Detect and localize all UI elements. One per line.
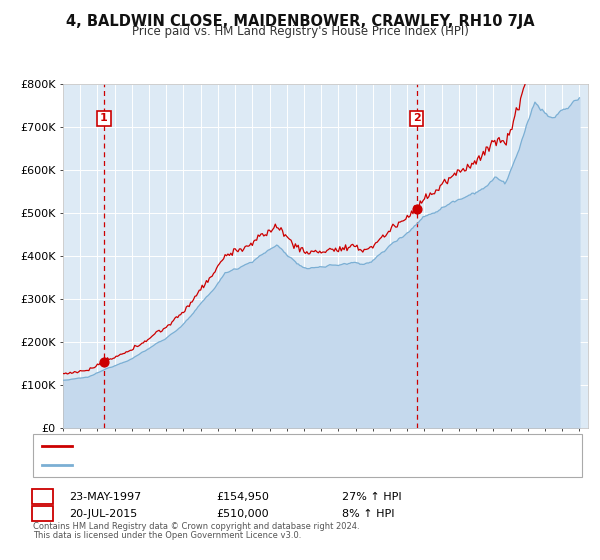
Text: Contains HM Land Registry data © Crown copyright and database right 2024.: Contains HM Land Registry data © Crown c… xyxy=(33,522,359,531)
Text: This data is licensed under the Open Government Licence v3.0.: This data is licensed under the Open Gov… xyxy=(33,531,301,540)
Point xyxy=(99,357,109,366)
Text: 8% ↑ HPI: 8% ↑ HPI xyxy=(342,508,395,519)
Point xyxy=(412,204,421,213)
Text: HPI: Average price, detached house, Crawley: HPI: Average price, detached house, Craw… xyxy=(78,460,302,470)
Text: 4, BALDWIN CLOSE, MAIDENBOWER, CRAWLEY, RH10 7JA (detached house): 4, BALDWIN CLOSE, MAIDENBOWER, CRAWLEY, … xyxy=(78,441,454,451)
Text: Price paid vs. HM Land Registry's House Price Index (HPI): Price paid vs. HM Land Registry's House … xyxy=(131,25,469,38)
Text: 4, BALDWIN CLOSE, MAIDENBOWER, CRAWLEY, RH10 7JA: 4, BALDWIN CLOSE, MAIDENBOWER, CRAWLEY, … xyxy=(65,14,535,29)
Text: 2: 2 xyxy=(413,114,421,123)
Text: 1: 1 xyxy=(39,492,46,502)
Text: 1: 1 xyxy=(100,114,108,123)
Text: 2: 2 xyxy=(39,508,46,519)
Text: 27% ↑ HPI: 27% ↑ HPI xyxy=(342,492,401,502)
Text: 23-MAY-1997: 23-MAY-1997 xyxy=(69,492,141,502)
Text: £154,950: £154,950 xyxy=(216,492,269,502)
Text: 20-JUL-2015: 20-JUL-2015 xyxy=(69,508,137,519)
Text: £510,000: £510,000 xyxy=(216,508,269,519)
